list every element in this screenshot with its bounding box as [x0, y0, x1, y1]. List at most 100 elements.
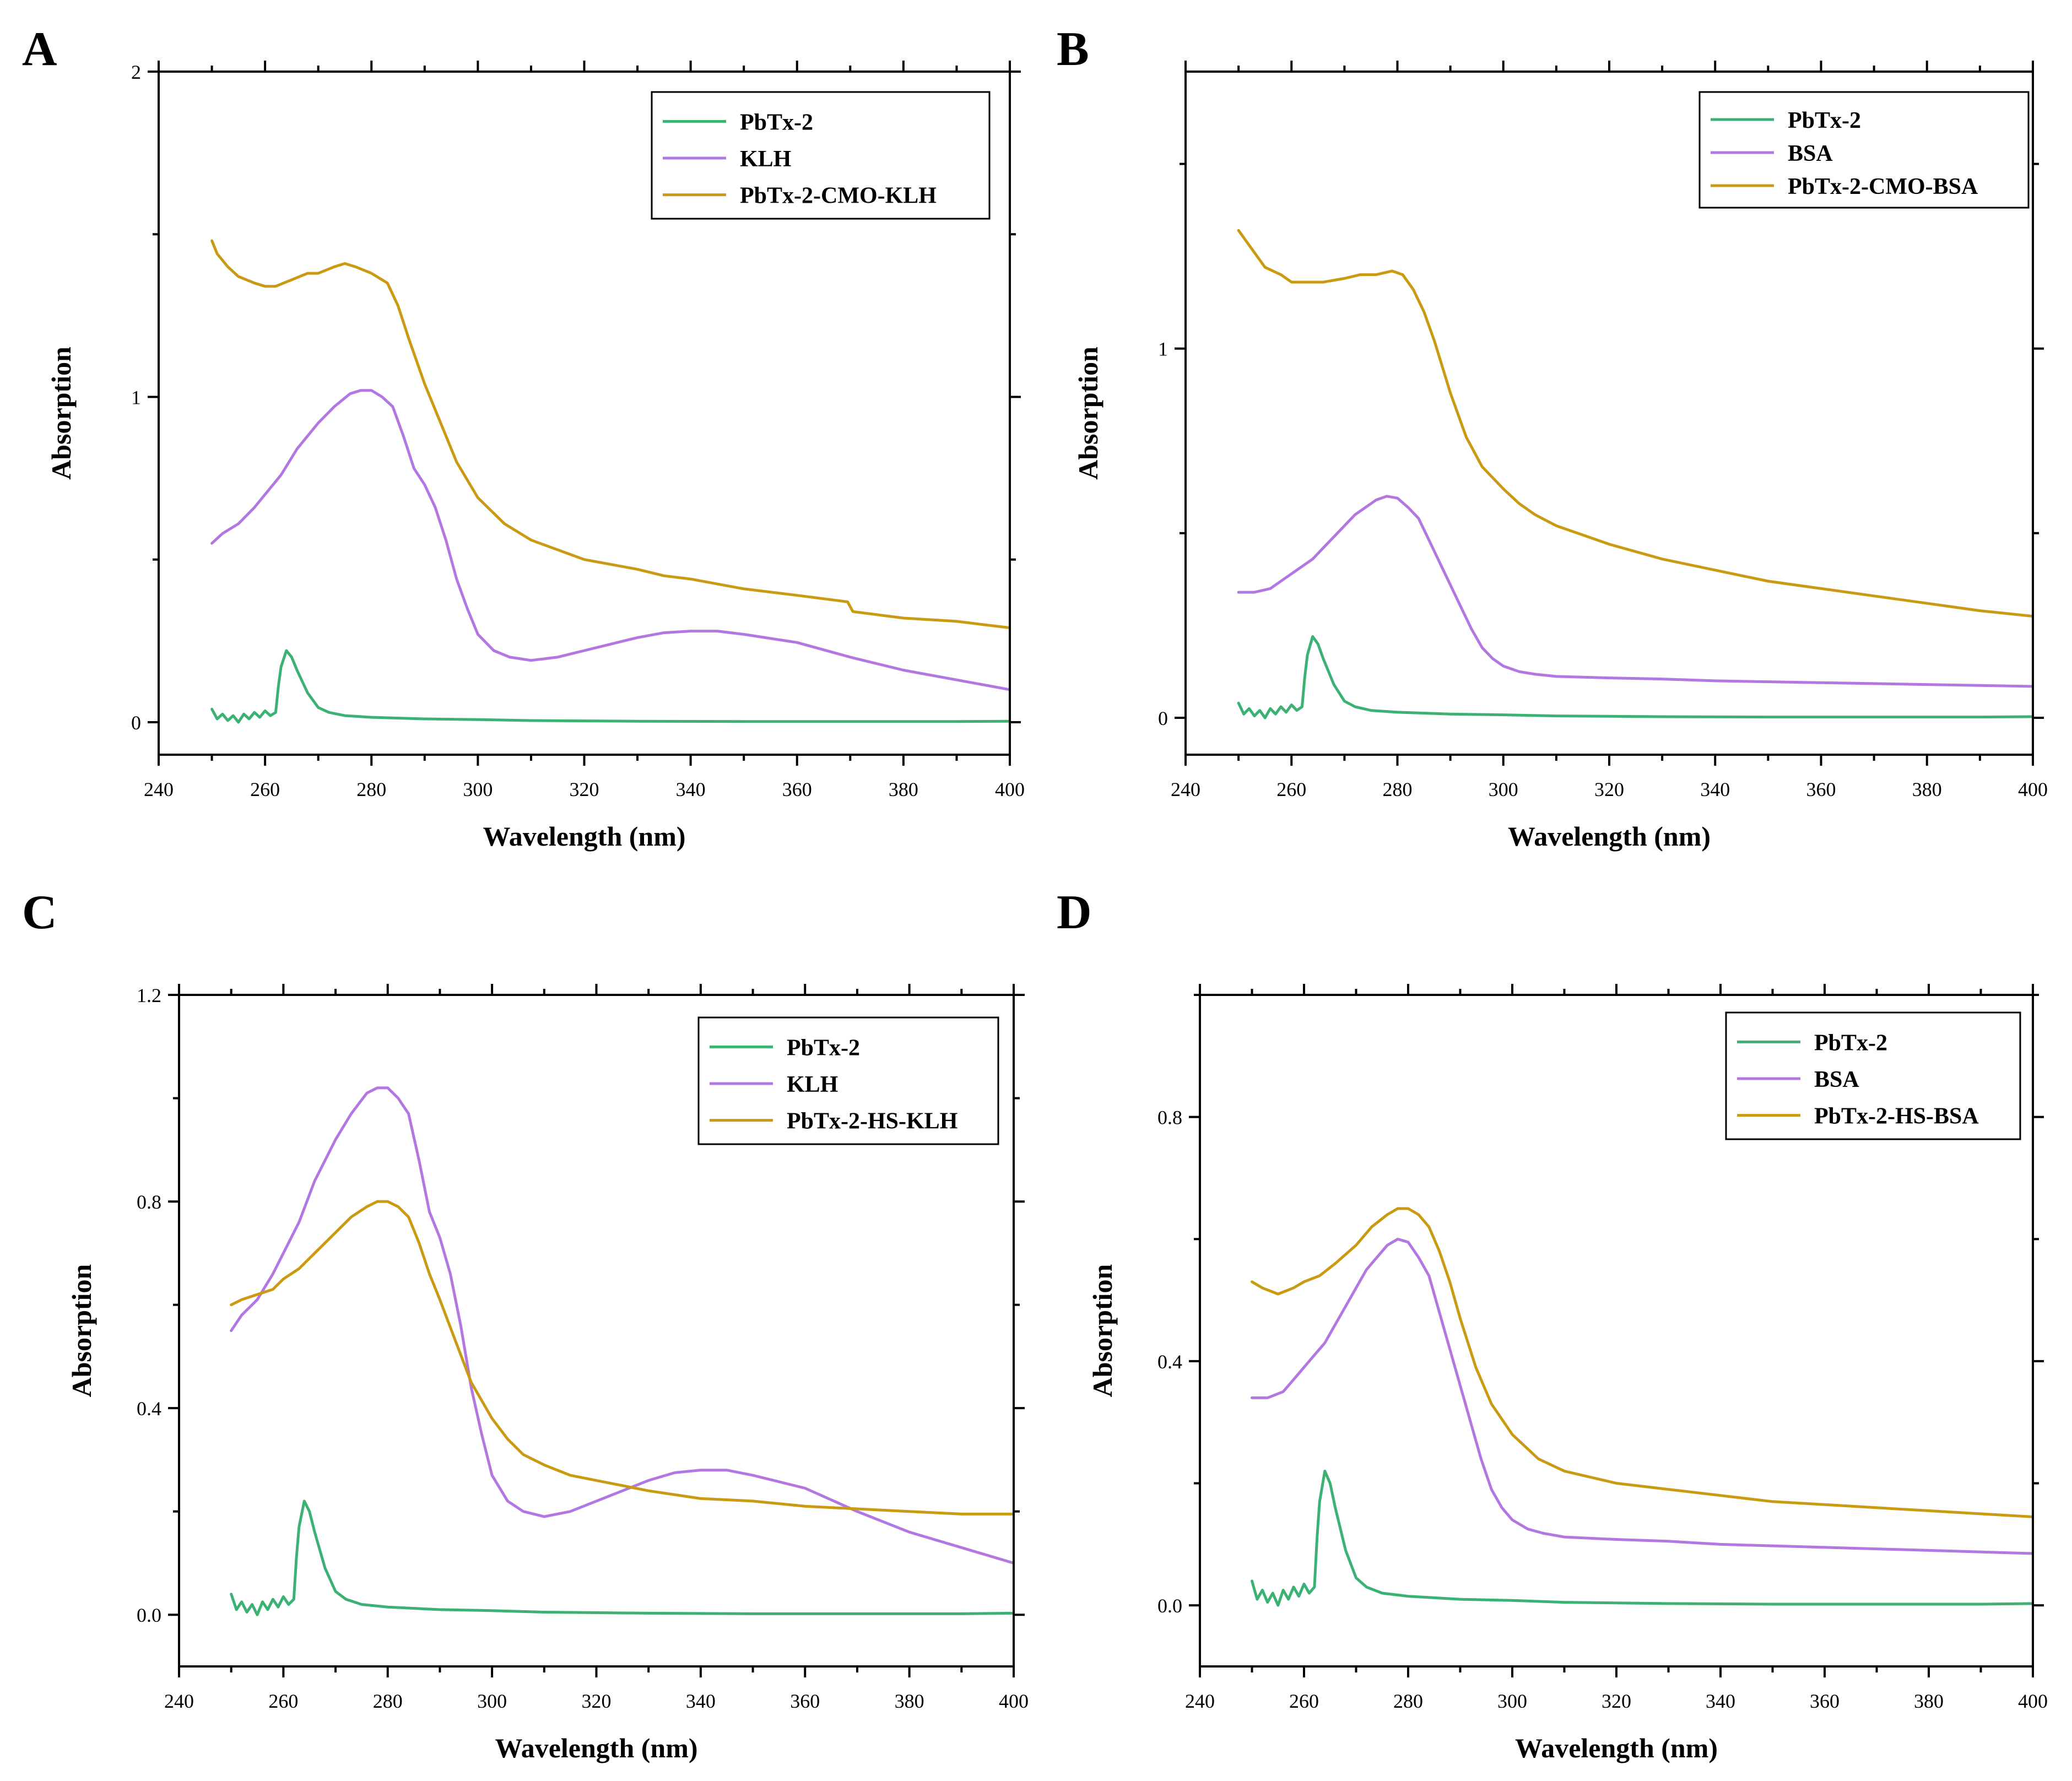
legend-label: PbTx-2 — [1814, 1030, 1887, 1055]
panel-d: D 240 260 280 300 320 340 360 380 400 0.0 0.4 0.8 Wav… — [1057, 886, 2048, 1763]
x-tick-label: 320 — [1602, 1690, 1631, 1712]
series-line-pbtx-2 — [1251, 1469, 2033, 1607]
y-tick-label: 2 — [131, 61, 141, 83]
x-axis-title: Wavelength (nm) — [483, 821, 685, 852]
panel-b: B 240 260 280 300 320 340 360 380 400 0 1 Wavelength… — [1057, 23, 2048, 852]
x-tick-label: 380 — [1914, 1690, 1944, 1712]
legend-label: PbTx-2-HS-BSA — [1814, 1104, 1979, 1129]
y-tick-label: 0 — [1158, 707, 1168, 729]
series-group — [1251, 1207, 2033, 1607]
legend-label: PbTx-2 — [740, 110, 813, 135]
series-line-pbtx-2 — [230, 1499, 1014, 1616]
x-tick-label: 280 — [373, 1690, 403, 1712]
legend-label: KLH — [787, 1072, 838, 1097]
legend-label: PbTx-2-CMO-KLH — [740, 183, 937, 209]
x-tick-label: 340 — [676, 778, 706, 800]
x-tick-label: 340 — [1706, 1690, 1735, 1712]
legend-label: PbTx-2 — [1788, 108, 1861, 133]
legend-box — [1698, 91, 2030, 209]
x-tick-label: 380 — [889, 778, 918, 800]
x-tick-label: 360 — [1810, 1690, 1840, 1712]
series-line-pbtx-2-cmo-klh — [210, 239, 1010, 630]
legend-label: PbTx-2-CMO-BSA — [1788, 174, 1978, 199]
x-tick-label: 260 — [268, 1690, 298, 1712]
legend-label: PbTx-2-HS-KLH — [787, 1109, 957, 1134]
x-tick-label: 400 — [2018, 778, 2048, 800]
y-axis-title: Absorption — [66, 1264, 97, 1397]
series-group — [210, 239, 1010, 724]
x-tick-label: 300 — [1489, 778, 1518, 800]
series-line-pbtx-2-cmo-bsa — [1237, 229, 2033, 618]
series-line-pbtx-2-hs-bsa — [1251, 1207, 2033, 1518]
series-line-pbtx-2-hs-klh — [230, 1200, 1014, 1515]
series-line-bsa — [1251, 1237, 2033, 1555]
series-line-klh — [230, 1086, 1014, 1565]
y-tick-label: 1 — [131, 386, 141, 408]
panel-c: C 240 260 280 300 320 340 360 380 400 0.0 0.4 0.8 1.2… — [22, 886, 1029, 1763]
x-tick-label: 240 — [144, 778, 174, 800]
legend: PbTx-2 KLH PbTx-2-CMO-KLH — [651, 91, 991, 220]
x-tick-label: 360 — [1806, 778, 1836, 800]
x-tick-label: 320 — [570, 778, 599, 800]
y-tick-label: 0.8 — [137, 1191, 161, 1213]
y-axis-title: Absorption — [1073, 347, 1103, 480]
x-tick-label: 320 — [1594, 778, 1624, 800]
legend-box — [1725, 1011, 2021, 1140]
x-tick-label: 300 — [463, 778, 493, 800]
legend: PbTx-2 KLH PbTx-2-HS-KLH — [697, 1016, 999, 1145]
x-axis-title: Wavelength (nm) — [495, 1733, 697, 1763]
series-line-klh — [210, 389, 1010, 691]
x-tick-label: 400 — [995, 778, 1025, 800]
x-tick-label: 280 — [356, 778, 386, 800]
x-tick-label: 300 — [477, 1690, 507, 1712]
y-tick-label: 0.8 — [1157, 1107, 1182, 1129]
y-tick-label: 0.0 — [1157, 1595, 1182, 1617]
legend-label: KLH — [740, 147, 791, 172]
y-tick-label: 0.4 — [1157, 1351, 1182, 1373]
x-tick-label: 380 — [1912, 778, 1942, 800]
series-line-pbtx-2 — [210, 649, 1010, 724]
series-line-pbtx-2 — [1237, 635, 2033, 719]
panel-a: A 240 260 280 300 320 340 360 380 400 0 1 2 Wavelengt… — [22, 23, 1025, 852]
legend: PbTx-2 BSA PbTx-2-CMO-BSA — [1698, 91, 2030, 209]
x-tick-label: 360 — [782, 778, 812, 800]
y-tick-label: 0.4 — [137, 1398, 161, 1420]
x-axis-title: Wavelength (nm) — [1515, 1733, 1718, 1763]
x-tick-label: 380 — [895, 1690, 924, 1712]
panel-letter: C — [22, 886, 57, 939]
x-tick-label: 360 — [790, 1690, 820, 1712]
series-line-bsa — [1237, 495, 2033, 688]
legend: PbTx-2 BSA PbTx-2-HS-BSA — [1725, 1011, 2021, 1140]
x-tick-label: 400 — [2018, 1690, 2048, 1712]
x-tick-label: 320 — [582, 1690, 612, 1712]
legend-box — [651, 91, 991, 220]
x-tick-label: 340 — [686, 1690, 716, 1712]
x-tick-label: 240 — [1185, 1690, 1215, 1712]
x-tick-label: 260 — [1276, 778, 1306, 800]
y-tick-label: 0 — [131, 712, 141, 734]
series-group — [1237, 229, 2033, 719]
legend-label: BSA — [1788, 141, 1833, 166]
legend-label: PbTx-2 — [787, 1035, 860, 1060]
x-tick-label: 280 — [1383, 778, 1413, 800]
panel-letter: A — [22, 23, 57, 76]
panel-letter: B — [1057, 23, 1089, 76]
legend-label: BSA — [1814, 1067, 1859, 1092]
x-tick-label: 340 — [1700, 778, 1730, 800]
x-tick-label: 240 — [1171, 778, 1200, 800]
x-tick-label: 280 — [1393, 1690, 1423, 1712]
x-axis-title: Wavelength (nm) — [1508, 821, 1711, 852]
y-tick-label: 0.0 — [137, 1604, 161, 1626]
x-tick-label: 240 — [164, 1690, 194, 1712]
x-tick-label: 300 — [1497, 1690, 1527, 1712]
legend-box — [697, 1016, 999, 1145]
panel-letter: D — [1057, 886, 1092, 939]
x-tick-label: 400 — [999, 1690, 1029, 1712]
x-tick-label: 260 — [1289, 1690, 1319, 1712]
y-tick-label: 1.2 — [137, 984, 161, 1006]
series-group — [230, 1086, 1014, 1616]
x-tick-label: 260 — [250, 778, 280, 800]
y-tick-label: 1 — [1158, 338, 1168, 360]
y-axis-title: Absorption — [46, 347, 77, 480]
